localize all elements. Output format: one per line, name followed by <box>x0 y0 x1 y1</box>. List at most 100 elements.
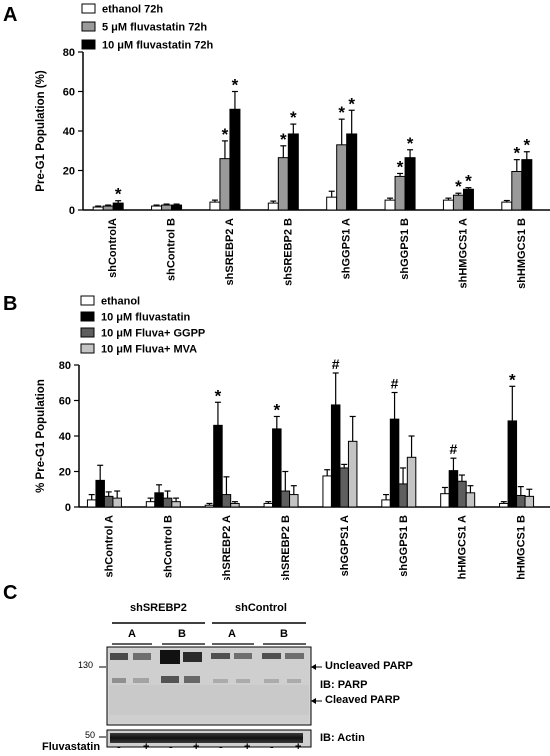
chart-b-legend-swatch-2 <box>80 327 95 338</box>
uncleaved-parp-label: Uncleaved PARP <box>325 660 413 672</box>
chart-b-bar-5-2 <box>398 483 408 508</box>
panel-letter-c: C <box>3 582 18 604</box>
group-label-shcontrol: shControl <box>235 602 287 614</box>
chart-b-bar-1-3 <box>171 501 181 508</box>
chart-b-x-tick-label-4: shGGPS1 A <box>339 515 351 576</box>
chart-a-annotation-4: * <box>290 108 297 127</box>
chart-a-bar-1-1 <box>161 204 173 211</box>
chart-a-legend-label-1: 5 μM fluvastatin 72h <box>102 22 207 34</box>
chart-b-annotation-3: # <box>391 376 399 392</box>
ib-parp-label: IB: PARP <box>320 679 368 691</box>
chart-a-annotation-3: * <box>280 130 287 149</box>
chart-a-bar-5-0 <box>384 199 396 211</box>
chart-a-annotation-2: * <box>232 76 239 95</box>
chart-b-bar-1-0 <box>145 501 156 508</box>
chart-a-x-tick-label-5: shGGPS1 B <box>399 218 411 280</box>
chart-a-x-tick-label-1: shControl B <box>166 218 178 281</box>
chart-b-bar-6-0 <box>440 493 450 508</box>
treatment-sign-6: + <box>244 741 251 753</box>
lane-pair-label-3: A <box>228 628 236 640</box>
chart-b-legend-swatch-1 <box>80 311 95 322</box>
chart-a-bar-0-0 <box>92 206 104 211</box>
chart-b-x-tick-label-1: shControl B <box>162 515 174 578</box>
chart-a-bar-2-1 <box>219 158 231 211</box>
panel-letter-a: A <box>3 4 18 26</box>
chart-a-bar-1-2 <box>171 204 183 211</box>
chart-b-x-tick-label-2: shSREBP2 A <box>221 515 233 580</box>
chart-a-annotation-8: * <box>407 134 414 153</box>
chart-a-annotation-10: * <box>465 172 472 191</box>
chart-a-legend-label-2: 10 μM fluvastatin 72h <box>102 40 214 52</box>
chart-b-bar-5-0 <box>381 499 391 508</box>
chart-a-bar-2-0 <box>209 201 221 211</box>
treatment-sign-5: - <box>219 741 223 753</box>
chart-b-bar-6-3 <box>465 492 476 508</box>
chart-b-bar-2-1 <box>213 424 223 508</box>
actin-blot <box>106 729 312 748</box>
chart-b-bar-6-1 <box>448 470 459 508</box>
chart-b-x-tick-label-6: shHMGCS1 A <box>457 515 469 580</box>
group-label-shsrebp2: shSREBP2 <box>130 602 187 614</box>
chart-a-bar-7-0 <box>501 201 513 211</box>
chart-a-legend-swatch-0 <box>81 3 96 14</box>
chart-b-y-tick-label-0: 0 <box>65 502 71 514</box>
chart-b-y-tick-label-2: 40 <box>59 431 71 443</box>
ib-actin-label: IB: Actin <box>320 732 365 744</box>
chart-a-y-tick-label-4: 80 <box>63 47 75 59</box>
chart-b-bar-6-2 <box>457 480 467 508</box>
chart-b-bar-0-1 <box>95 479 105 508</box>
chart-b-bar-3-2 <box>280 490 291 508</box>
chart-b-x-tick-label-3: shSREBP2 B <box>280 515 292 580</box>
chart-b-bar-1-2 <box>162 497 173 508</box>
chart-b-annotation-2: # <box>332 356 340 372</box>
chart-b-bar-7-0 <box>499 502 509 508</box>
chart-b-bar-2-0 <box>204 504 215 508</box>
treatment-label: Fluvastatin <box>42 741 101 753</box>
chart-a-y-tick-label-2: 40 <box>63 126 75 138</box>
chart-b-y-tick-label-3: 60 <box>59 396 71 408</box>
chart-b-annotation-4: # <box>450 441 458 457</box>
chart-b-x-tick-label-5: shGGPS1 B <box>398 515 410 577</box>
treatment-sign-1: - <box>117 741 121 753</box>
chart-a-bar-5-1 <box>394 175 406 211</box>
lane-pair-label-4: B <box>280 628 288 640</box>
chart-a-x-tick-label-4: shGGPS1 A <box>341 218 353 279</box>
chart-a-bar-6-0 <box>442 199 454 211</box>
panel-letter-b: B <box>3 293 18 315</box>
chart-a-bar-1-0 <box>151 205 163 211</box>
chart-b-x-tick-label-0: shControl A <box>103 515 115 578</box>
treatment-sign-8: + <box>295 741 302 753</box>
chart-a-bar-3-0 <box>267 202 279 211</box>
marker-130-label: 130 <box>78 660 94 670</box>
chart-b-bar-4-1 <box>330 404 341 508</box>
chart-a-bar-6-2 <box>462 188 474 211</box>
cleaved-parp-label: Cleaved PARP <box>325 694 400 706</box>
chart-b-bar-7-2 <box>516 494 526 508</box>
chart-b-bar-0-2 <box>103 495 114 508</box>
chart-b: ethanol 10 μM fluvastatin 10 μM Fluva+ GGP… <box>35 295 550 580</box>
chart-a-bar-6-1 <box>452 194 464 211</box>
chart-b-bar-4-2 <box>339 467 349 508</box>
chart-a-legend-label-0: ethanol 72h <box>102 4 163 16</box>
chart-b-annotation-5: * <box>509 370 516 389</box>
chart-a-legend-swatch-2 <box>81 39 96 50</box>
chart-a: ethanol 72h 5 μM fluvastatin 72h 10 μM flu… <box>35 3 550 289</box>
chart-a-x-tick-label-0: shControlA <box>107 218 119 278</box>
chart-b-legend-swatch-0 <box>80 295 95 306</box>
lane-pair-label-2: B <box>178 628 186 640</box>
chart-a-y-tick-label-0: 0 <box>69 205 75 217</box>
chart-b-bar-7-1 <box>507 420 518 508</box>
chart-b-x-tick-label-7: shHMGCS1 B <box>516 515 528 580</box>
chart-a-bar-7-1 <box>511 170 523 211</box>
uncleaved-arrow-icon <box>311 664 322 670</box>
chart-a-bar-0-2 <box>112 202 124 211</box>
chart-a-annotation-7: * <box>397 157 404 176</box>
western-blot-svg <box>99 622 322 748</box>
chart-b-y-axis-label: % Pre-G1 Population <box>35 379 47 493</box>
chart-b-bar-5-1 <box>389 418 400 508</box>
cleaved-arrow-icon <box>311 698 322 704</box>
chart-b-legend-label-2: 10 μM Fluva+ GGPP <box>101 328 205 340</box>
chart-b-annotation-1: * <box>274 400 281 419</box>
chart-b-bar-2-2 <box>221 494 232 508</box>
chart-a-x-tick-label-6: shHMGCS1 A <box>457 218 469 289</box>
